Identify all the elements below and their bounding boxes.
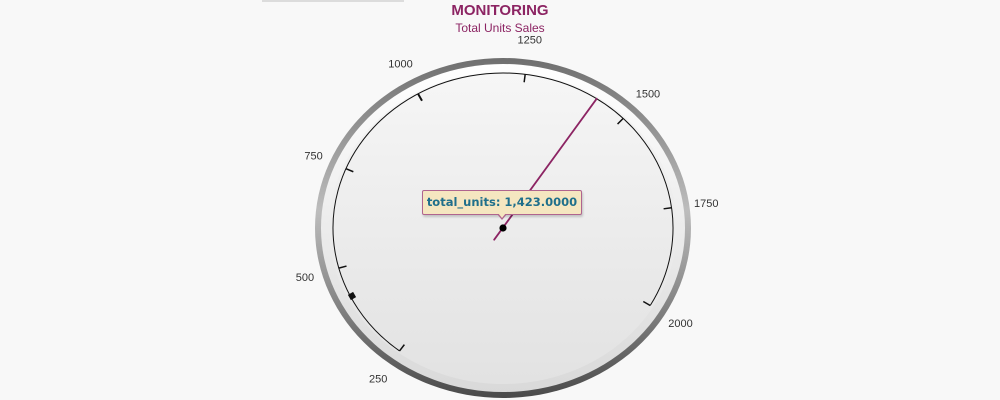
chart-title: MONITORING [451, 2, 549, 19]
gauge-ticks: 250 500 750 1000 1250 1500 1750 2000 [296, 35, 719, 386]
chart-subtitle: Total Units Sales [455, 21, 545, 35]
gauge-tick-label: 1250 [518, 35, 542, 47]
gauge-tick [338, 265, 347, 269]
gauge-tick [523, 74, 526, 83]
gauge-tick-label: 750 [304, 150, 322, 162]
gauge-tick-label: 250 [369, 374, 387, 386]
gauge-minor-marker [347, 291, 357, 301]
gauge-tick-label: 500 [296, 272, 314, 284]
top-divider [262, 0, 404, 2]
gauge-tick [663, 207, 672, 210]
tooltip-arrow-fill [498, 213, 506, 218]
gauge-tick [617, 117, 624, 125]
gauge-tick [417, 93, 423, 102]
gauge-needle [493, 97, 598, 241]
gauge-tick-label: 1500 [636, 89, 660, 101]
gauge-tick [345, 167, 354, 173]
gauge-scale-arc [332, 72, 674, 352]
gauge-tick-label: 2000 [668, 318, 692, 330]
gauge-tick-label: 1750 [694, 198, 718, 210]
gauge-tick [642, 300, 651, 307]
tooltip-text: total_units: 1,423.0000 [426, 195, 578, 209]
value-tooltip: total_units: 1,423.0000 [422, 190, 582, 220]
gauge-tick [398, 344, 405, 352]
gauge-pivot [499, 224, 507, 232]
gauge-tick-label: 1000 [388, 58, 412, 70]
